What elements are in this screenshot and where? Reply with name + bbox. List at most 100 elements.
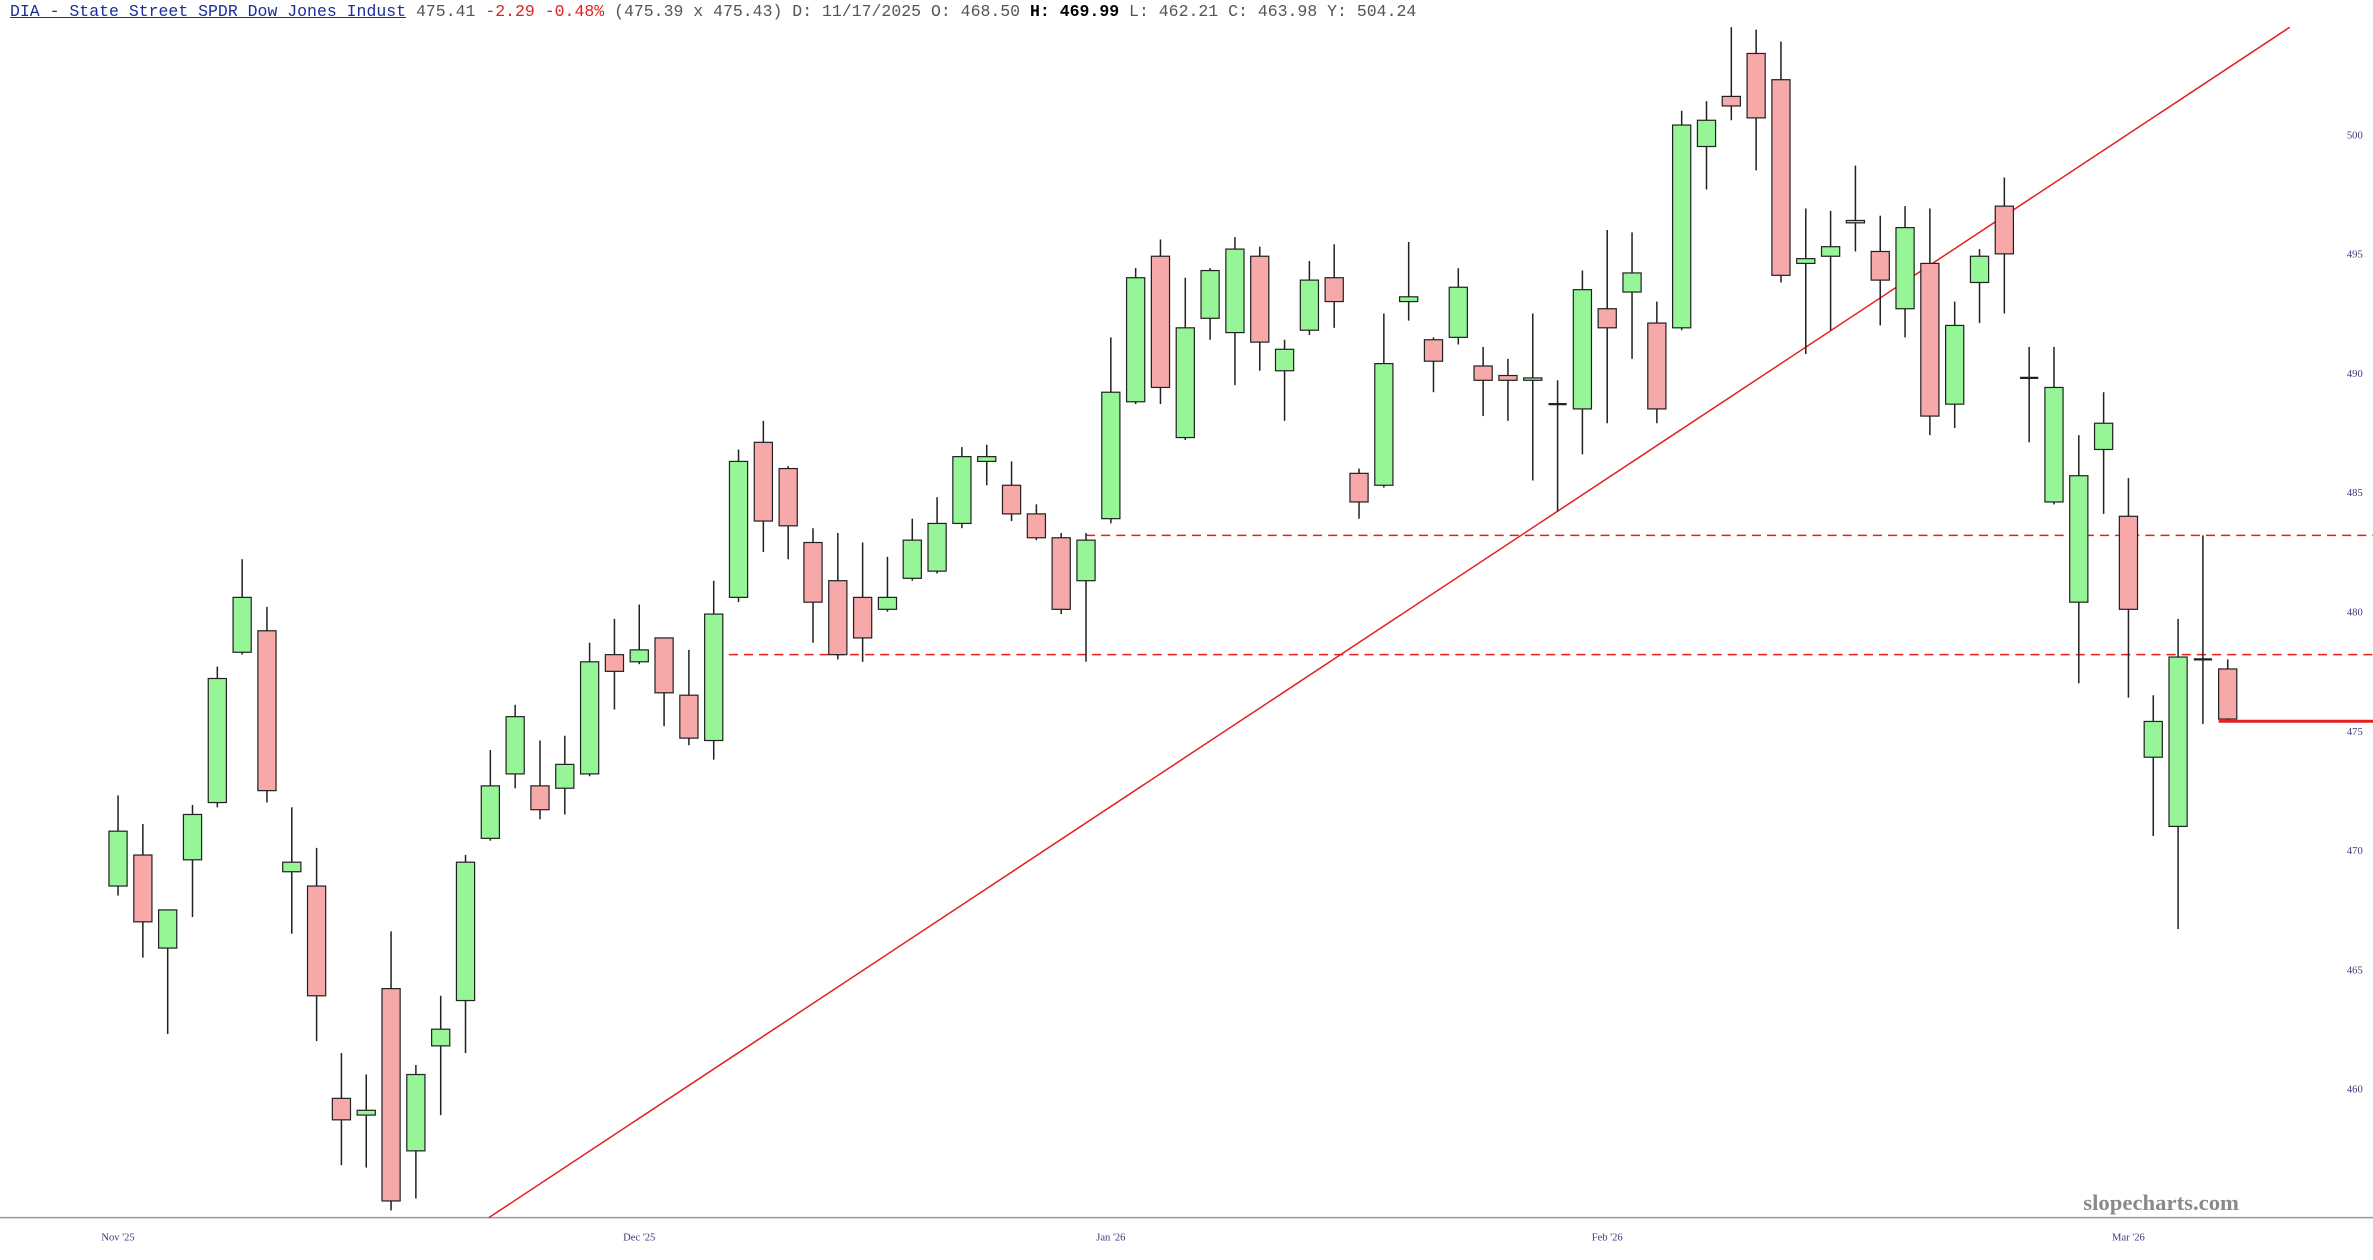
candle-body [480,785,501,839]
candle-body [604,654,625,672]
x-tick-label: Jan '26 [1096,1232,1125,1243]
candle-body [207,677,228,804]
candle-body [108,830,128,887]
symbol-link[interactable]: DIA - State Street SPDR Dow Jones Indust [10,2,407,21]
candle-body [1696,119,1717,148]
candle-body [579,661,600,775]
candle-body [877,596,898,610]
stat-value: 504.24 [1356,2,1417,21]
candle-body [306,885,327,997]
candle-body [803,541,823,603]
candle-body [1920,262,1940,417]
candle-body [1498,374,1518,381]
stat-label: C: [1228,2,1248,21]
quote-header: DIA - State Street SPDR Dow Jones Indust… [10,2,1416,21]
candle-body [356,1109,376,1116]
candle-body [2044,386,2064,503]
stat-value: 468.50 [960,2,1021,21]
candle-body [1870,250,1890,281]
candle-body [728,460,749,598]
x-tick-label: Feb '26 [1592,1232,1623,1243]
x-tick-label: Mar '26 [2112,1232,2145,1243]
candle-body [1175,327,1195,439]
candle-body [828,580,848,656]
candle-body [654,637,674,694]
candle-body [431,1028,451,1047]
stat-value: 462.21 [1158,2,1219,21]
candle-body [157,909,178,949]
candle-body [182,813,203,861]
candle-body [977,456,997,463]
candle-body [1299,279,1320,331]
candle-body [1076,539,1096,582]
candle-body [1820,246,1841,257]
candle-body [2093,422,2114,451]
candle-body [1274,348,1295,372]
candle-body [1398,296,1419,303]
candle-body [1125,277,1146,403]
candle-body [1597,308,1617,329]
candle-body [2069,475,2089,603]
candle-body [1796,258,1816,265]
candle-body [1051,537,1071,610]
candle-body [1026,513,1047,539]
candle-body [1845,219,1866,224]
candle-body [852,596,873,639]
candle-body [1895,227,1915,310]
candle-body [952,456,972,525]
candle-body [753,441,774,522]
candle-body [1622,272,1642,293]
y-tick-label: 480 [2347,607,2363,618]
stat-label: O: [930,2,951,21]
change: -2.29 [485,2,535,21]
y-tick-label: 460 [2347,1085,2363,1096]
candle-body [1969,255,1990,284]
candle-body [1994,205,2015,255]
last-price: 475.41 [415,2,476,21]
candle-body [282,861,302,873]
candle-body [1225,248,1245,334]
candle-body [2218,668,2238,720]
candle-body [1001,484,1022,515]
change-pct: -0.48% [544,2,605,21]
stat-label: D: [792,2,813,21]
x-tick-label: Dec '25 [623,1232,655,1243]
candle-body [2168,656,2188,828]
candle-body [530,785,550,811]
candle-body [232,596,252,653]
candle-body [2143,720,2163,758]
candle-body [381,988,401,1202]
watermark: slopecharts.com [2083,1190,2239,1215]
candle-body [1671,124,1692,329]
candle-body [1349,472,1369,503]
stat-label: L: [1129,2,1149,21]
candle-body [778,467,798,527]
y-tick-label: 475 [2347,727,2363,738]
candle-body [1721,95,1742,107]
candle-body [1647,322,1667,410]
candle-body [1945,324,1965,405]
candle-body [1101,391,1121,520]
trendline [488,26,2291,1219]
candle-body [1523,377,1543,381]
candle-body [455,861,476,1002]
y-tick-label: 465 [2347,965,2363,976]
candle-body [629,649,649,663]
candle-body [1572,289,1593,410]
candle-body [1200,269,1220,319]
candle-body [679,694,699,739]
y-tick-label: 500 [2347,130,2363,141]
stat-label: H: [1030,2,1050,21]
candle-body [331,1097,352,1121]
candle-body [133,854,153,923]
candle-body [1771,79,1791,276]
candle-body [1250,255,1270,343]
candle-body [1423,339,1444,362]
candle-body [1150,255,1171,389]
candle-body [1324,277,1344,303]
candle-body [1448,286,1468,338]
candle-body [1473,365,1493,381]
candle-body [902,539,922,579]
